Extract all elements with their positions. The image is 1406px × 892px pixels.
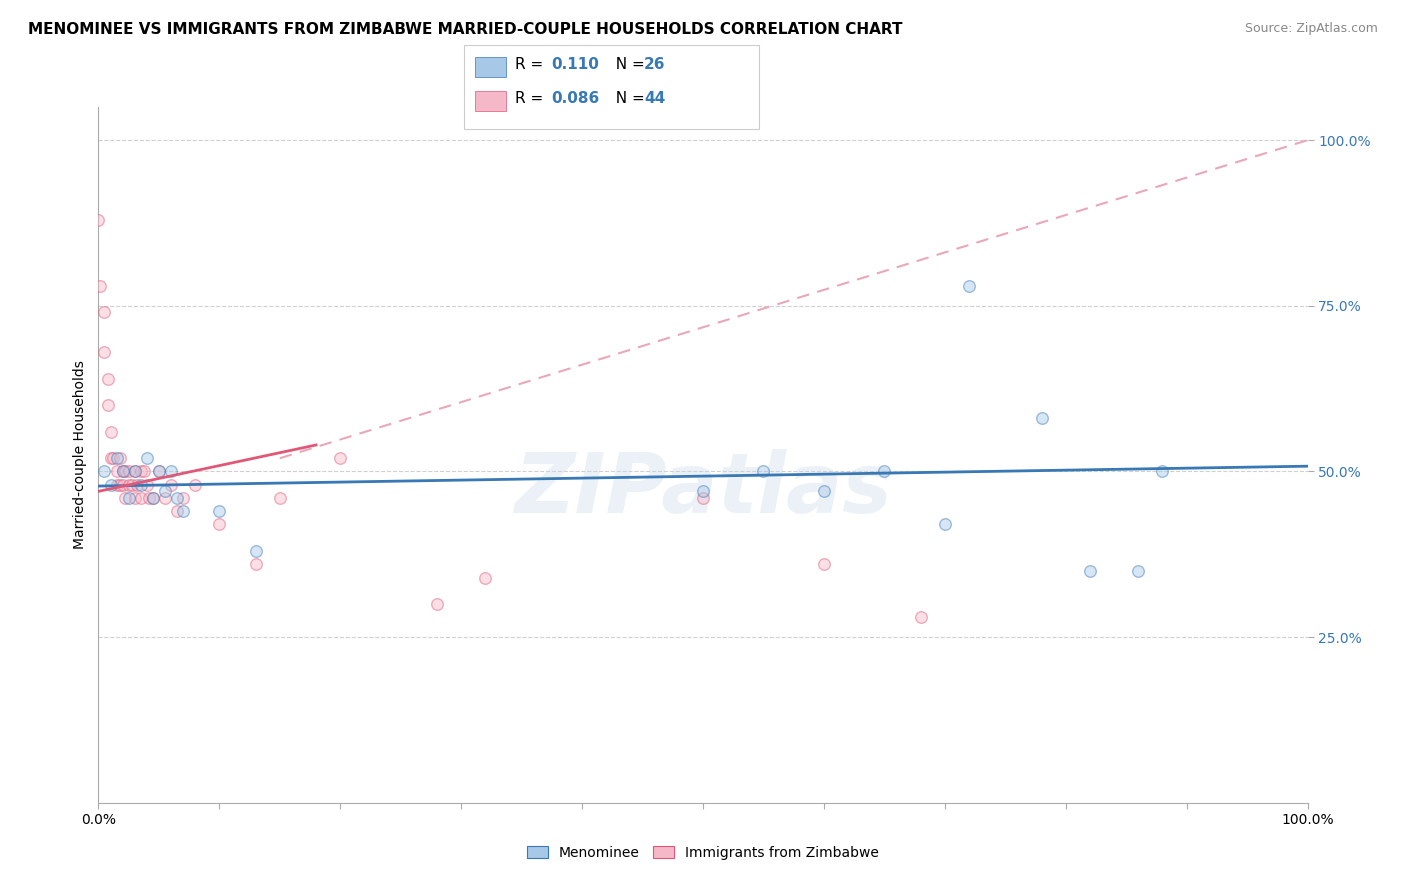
Point	[1152, 465, 1174, 479]
Text: 44: 44	[644, 91, 665, 105]
Point	[87, 212, 110, 227]
Point	[153, 484, 176, 499]
Point	[245, 558, 267, 572]
Point	[474, 570, 496, 584]
Point	[105, 465, 128, 479]
Point	[166, 491, 188, 505]
Point	[129, 465, 152, 479]
Text: R =: R =	[515, 91, 548, 105]
Point	[118, 491, 141, 505]
Text: N =: N =	[606, 57, 650, 71]
Point	[142, 491, 165, 505]
Point	[329, 451, 352, 466]
Point	[245, 544, 267, 558]
Point	[100, 425, 122, 439]
Point	[692, 484, 714, 499]
Point	[114, 465, 136, 479]
Point	[934, 517, 956, 532]
Point	[134, 465, 156, 479]
Y-axis label: Married-couple Households: Married-couple Households	[73, 360, 87, 549]
Point	[148, 465, 170, 479]
Text: ZIPatlas: ZIPatlas	[515, 450, 891, 530]
Point	[135, 451, 157, 466]
Point	[160, 477, 183, 491]
Point	[121, 477, 143, 491]
Point	[129, 477, 152, 491]
Text: 26: 26	[644, 57, 665, 71]
Point	[172, 491, 194, 505]
Point	[114, 491, 136, 505]
Point	[129, 491, 152, 505]
Text: 0.110: 0.110	[551, 57, 599, 71]
Point	[813, 558, 835, 572]
Point	[100, 477, 122, 491]
Point	[89, 279, 111, 293]
Point	[752, 465, 775, 479]
Point	[813, 484, 835, 499]
Point	[142, 491, 165, 505]
Point	[105, 451, 128, 466]
Text: MENOMINEE VS IMMIGRANTS FROM ZIMBABWE MARRIED-COUPLE HOUSEHOLDS CORRELATION CHAR: MENOMINEE VS IMMIGRANTS FROM ZIMBABWE MA…	[28, 22, 903, 37]
Point	[1031, 411, 1053, 425]
Legend: Menominee, Immigrants from Zimbabwe: Menominee, Immigrants from Zimbabwe	[522, 840, 884, 865]
Point	[1128, 564, 1150, 578]
Text: 0.086: 0.086	[551, 91, 599, 105]
Point	[111, 465, 134, 479]
Point	[93, 465, 115, 479]
Point	[124, 491, 146, 505]
Point	[269, 491, 291, 505]
Point	[93, 305, 115, 319]
Point	[160, 465, 183, 479]
Point	[208, 504, 231, 518]
Point	[873, 465, 896, 479]
Text: N =: N =	[606, 91, 650, 105]
Point	[957, 279, 980, 293]
Point	[105, 477, 128, 491]
Point	[1078, 564, 1101, 578]
Point	[93, 345, 115, 359]
Point	[100, 451, 122, 466]
Point	[208, 517, 231, 532]
Text: R =: R =	[515, 57, 548, 71]
Point	[135, 477, 157, 491]
Text: Source: ZipAtlas.com: Source: ZipAtlas.com	[1244, 22, 1378, 36]
Point	[172, 504, 194, 518]
Point	[148, 465, 170, 479]
Point	[138, 491, 160, 505]
Point	[101, 451, 124, 466]
Point	[153, 491, 176, 505]
Point	[184, 477, 207, 491]
Point	[127, 477, 149, 491]
Point	[124, 465, 146, 479]
Point	[910, 610, 932, 624]
Point	[118, 477, 141, 491]
Point	[426, 597, 449, 611]
Point	[97, 372, 120, 386]
Point	[111, 477, 134, 491]
Point	[166, 504, 188, 518]
Point	[97, 398, 120, 412]
Point	[108, 477, 131, 491]
Point	[108, 451, 131, 466]
Point	[118, 465, 141, 479]
Point	[124, 465, 146, 479]
Point	[111, 465, 134, 479]
Point	[692, 491, 714, 505]
